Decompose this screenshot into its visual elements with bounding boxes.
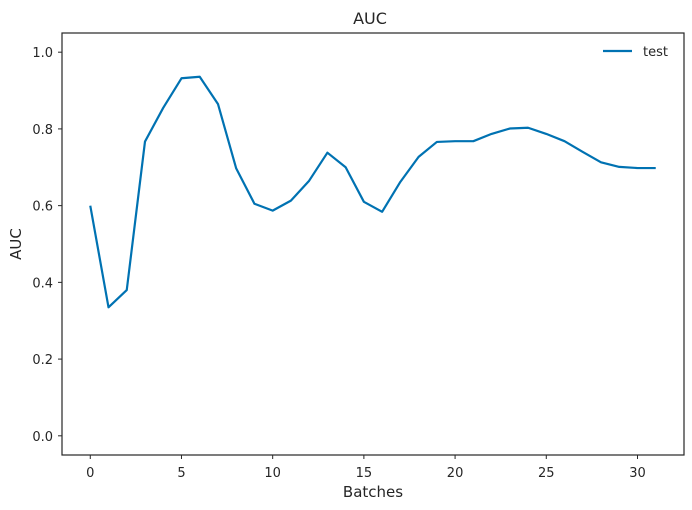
tick-layer: 0 5 10 15 20 25 30 0.0 0.2 0.4 0.6 0.8 1.0 xyxy=(32,46,645,481)
y-tick-label: 0.0 xyxy=(32,430,53,445)
series-layer xyxy=(89,75,656,309)
y-tick-label: 0.2 xyxy=(32,353,53,368)
y-tick-label: 0.4 xyxy=(32,276,53,291)
y-axis-label: AUC xyxy=(7,228,25,260)
plot-frame xyxy=(61,32,685,456)
x-tick-label: 0 xyxy=(86,466,94,481)
chart-title: AUC xyxy=(353,9,387,28)
x-tick-label: 10 xyxy=(264,466,281,481)
x-tick-label: 15 xyxy=(356,466,373,481)
legend: test xyxy=(603,45,668,60)
x-axis-label: Batches xyxy=(343,483,403,501)
x-tick-label: 30 xyxy=(629,466,646,481)
y-tick-label: 1.0 xyxy=(32,46,53,61)
x-tick-label: 25 xyxy=(538,466,555,481)
y-tick-label: 0.6 xyxy=(32,200,53,215)
x-tick-label: 20 xyxy=(447,466,464,481)
series-line-test xyxy=(89,75,656,309)
x-tick-label: 5 xyxy=(177,466,185,481)
y-tick-label: 0.8 xyxy=(32,123,53,138)
legend-label-test: test xyxy=(643,45,668,60)
